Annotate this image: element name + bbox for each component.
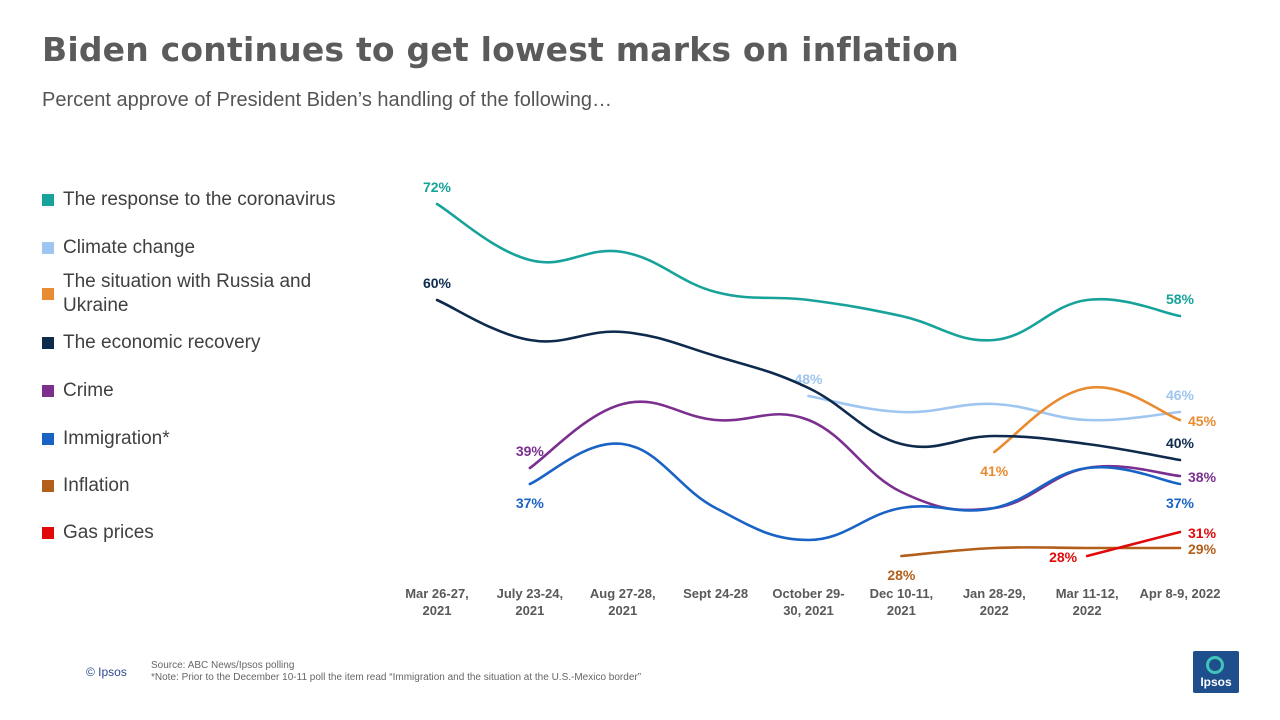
legend-swatch (42, 527, 54, 539)
legend-item-gas-prices: Gas prices (42, 521, 372, 545)
legend-swatch (42, 385, 54, 397)
legend-item-coronavirus: The response to the coronavirus (42, 188, 372, 212)
legend-label: The response to the coronavirus (63, 189, 336, 210)
source-text: Source: ABC News/Ipsos polling (151, 660, 295, 671)
series-line-6 (528, 442, 1182, 542)
x-tick-label: Mar 11-12, 2022 (1056, 586, 1119, 618)
copyright: © Ipsos (86, 665, 127, 679)
x-tick-label-line: July 23-24, (497, 586, 564, 601)
source-note: Source: ABC News/Ipsos polling *Note: Pr… (151, 660, 641, 684)
legend-label: Immigration* (63, 428, 170, 449)
logo-ring-icon (1206, 656, 1224, 674)
x-tick-label: October 29- 30, 2021 (772, 586, 844, 618)
legend-swatch (42, 288, 54, 300)
series-line-1 (435, 202, 1182, 342)
data-label: 45% (1188, 413, 1217, 429)
legend-label: Climate change (63, 237, 196, 258)
series-line-4 (435, 298, 1182, 462)
legend-swatch (42, 433, 54, 445)
footnote-text: *Note: Prior to the December 10-11 poll … (151, 672, 642, 683)
data-label: 28% (887, 567, 916, 583)
data-label: 60% (423, 275, 452, 291)
x-tick-label: Dec 10-11, 2021 (870, 586, 934, 618)
x-tick-label: July 23-24, 2021 (497, 586, 564, 618)
x-tick-label-line: 2021 (515, 603, 544, 618)
legend-label: The economic recovery (63, 332, 261, 353)
legend-item-immigration: Immigration* (42, 427, 372, 451)
x-tick-label-line: October 29- (772, 586, 844, 601)
ipsos-logo: Ipsos (1193, 651, 1239, 693)
data-label: 46% (1166, 387, 1195, 403)
legend-label: Crime (63, 380, 114, 401)
logo-text: Ipsos (1200, 675, 1232, 689)
x-tick-label: Mar 26-27, 2021 (405, 586, 469, 618)
chart-subtitle: Percent approve of President Biden’s han… (42, 89, 612, 111)
data-label: 29% (1188, 541, 1217, 557)
legend-item-economic-recovery: The economic recovery (42, 331, 372, 355)
x-tick-label: Sept 24-28 (683, 586, 748, 601)
x-tick-label-line: Jan 28-29, (963, 586, 1026, 601)
data-label: 58% (1166, 291, 1195, 307)
data-label: 48% (794, 371, 823, 387)
series-line-7 (900, 545, 1182, 558)
series-line-3 (992, 385, 1182, 454)
legend-swatch (42, 337, 54, 349)
legend-label: The situation with Russia and Ukraine (63, 271, 312, 316)
x-tick-label-line: Mar 11-12, (1056, 586, 1119, 601)
data-label: 40% (1166, 435, 1195, 451)
legend-swatch (42, 194, 54, 206)
legend-item-russia-ukraine: The situation with Russia and Ukraine (42, 270, 352, 318)
chart-title: Biden continues to get lowest marks on i… (42, 30, 959, 69)
x-tick-label-line: 30, 2021 (783, 603, 834, 618)
x-tick-label-line: 2021 (887, 603, 916, 618)
x-tick-label: Jan 28-29, 2022 (963, 586, 1026, 618)
x-tick-label-line: Aug 27-28, (590, 586, 656, 601)
legend-swatch (42, 242, 54, 254)
data-label: 41% (980, 463, 1009, 479)
data-label: 72% (423, 179, 452, 195)
legend-label: Gas prices (63, 522, 154, 543)
data-label: 38% (1188, 469, 1217, 485)
data-label: 31% (1188, 525, 1217, 541)
x-tick-label-line: 2021 (423, 603, 452, 618)
x-tick-label-line: 2022 (980, 603, 1009, 618)
series-line-2 (807, 394, 1182, 422)
x-tick-label: Aug 27-28, 2021 (590, 586, 656, 618)
x-tick-label-line: Dec 10-11, (870, 586, 934, 601)
series-line-8 (1085, 530, 1182, 558)
x-tick-label-line: 2021 (608, 603, 637, 618)
data-label: 28% (1049, 549, 1078, 565)
legend-label: Inflation (63, 475, 130, 496)
data-label: 37% (1166, 495, 1195, 511)
legend-item-inflation: Inflation (42, 474, 372, 498)
legend-swatch (42, 480, 54, 492)
x-tick-label: Apr 8-9, 2022 (1140, 586, 1221, 601)
legend-item-climate-change: Climate change (42, 236, 372, 260)
data-label: 39% (516, 443, 545, 459)
data-label: 37% (516, 495, 545, 511)
x-tick-label-line: Apr 8-9, 2022 (1140, 586, 1221, 601)
x-tick-label-line: Mar 26-27, (405, 586, 469, 601)
x-tick-label-line: 2022 (1073, 603, 1102, 618)
legend-item-crime: Crime (42, 379, 372, 403)
x-tick-label-line: Sept 24-28 (683, 586, 748, 601)
